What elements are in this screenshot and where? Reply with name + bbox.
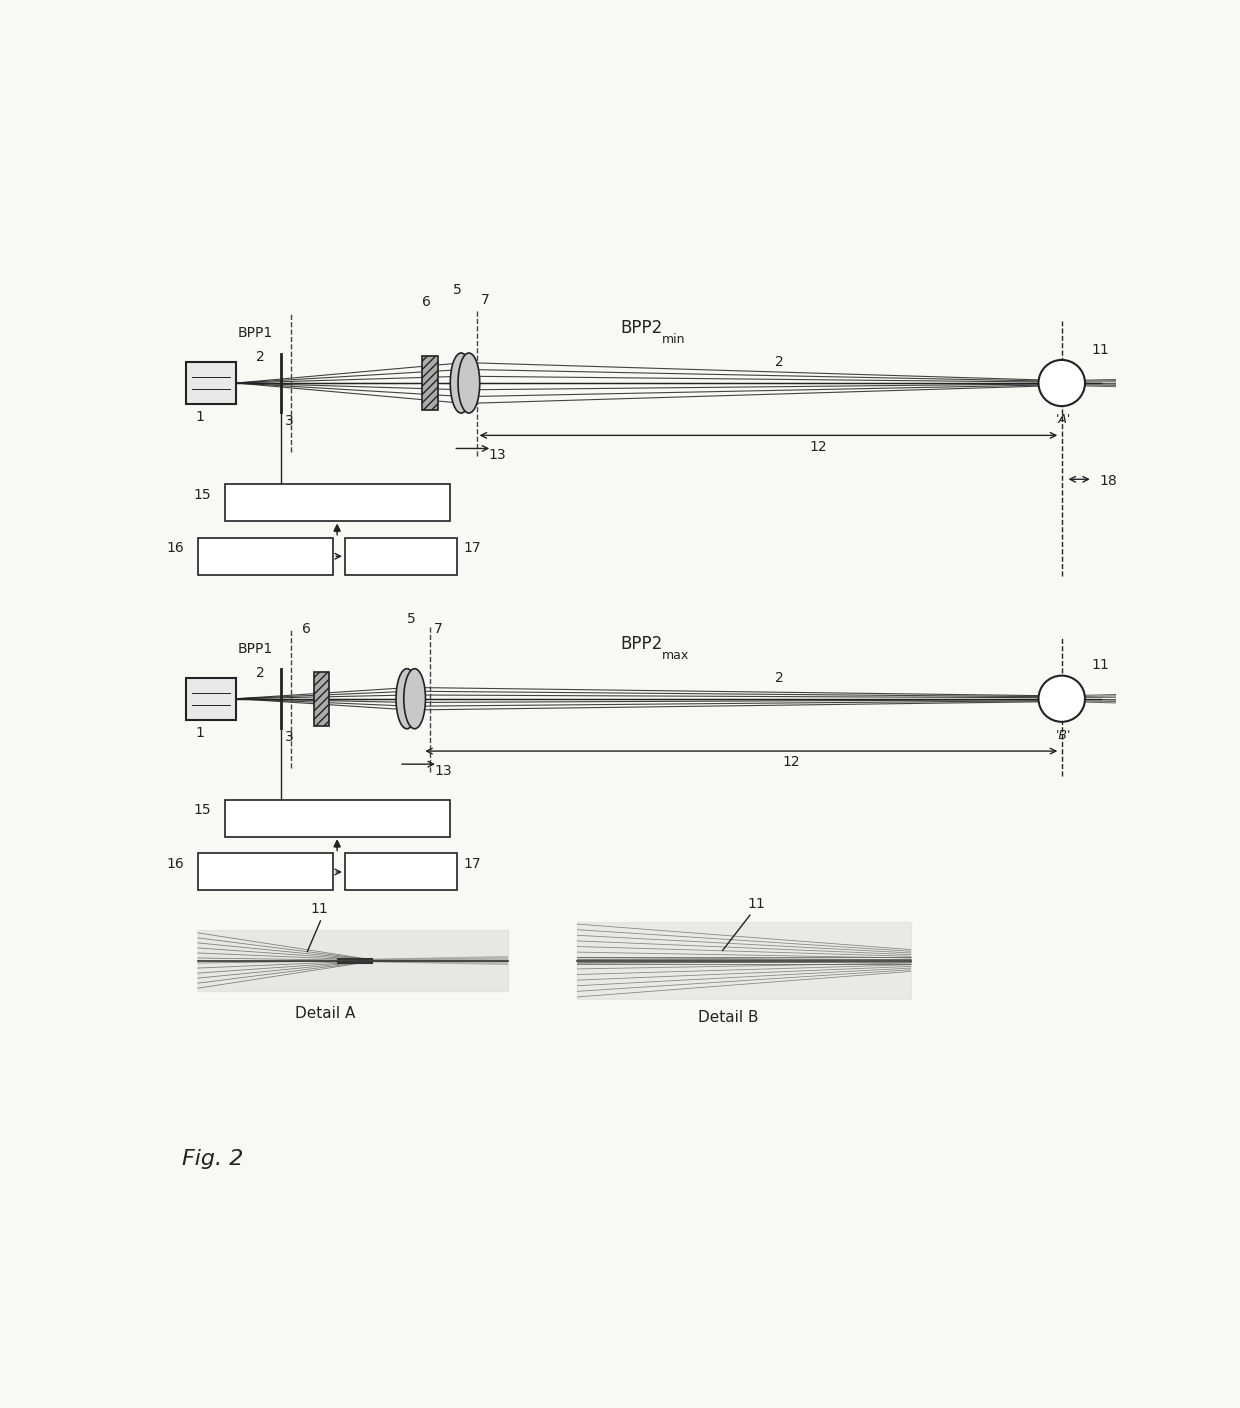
Text: 'B': 'B' xyxy=(1055,729,1071,742)
Bar xyxy=(186,362,237,404)
Text: BPP1: BPP1 xyxy=(238,325,273,339)
Text: BPP2: BPP2 xyxy=(620,635,662,653)
Text: 6: 6 xyxy=(303,622,311,636)
Text: 1: 1 xyxy=(196,410,205,424)
Text: 17: 17 xyxy=(464,542,481,555)
Text: 13: 13 xyxy=(434,765,451,779)
Text: 2: 2 xyxy=(775,670,784,684)
Text: Detail A: Detail A xyxy=(295,1007,356,1021)
Bar xyxy=(224,800,449,836)
Text: 15: 15 xyxy=(193,487,211,501)
Text: 11: 11 xyxy=(748,897,765,911)
Bar xyxy=(345,538,458,574)
Bar xyxy=(423,356,438,410)
Text: Detail B: Detail B xyxy=(698,1010,759,1025)
Ellipse shape xyxy=(458,353,480,413)
Bar xyxy=(314,672,330,725)
Text: min: min xyxy=(662,332,686,346)
Text: 3: 3 xyxy=(285,731,294,743)
Text: 2: 2 xyxy=(775,355,784,369)
Circle shape xyxy=(1039,676,1085,722)
Text: BPP2: BPP2 xyxy=(620,320,662,337)
Text: 5: 5 xyxy=(454,283,463,297)
Text: 1: 1 xyxy=(196,727,205,739)
Text: 13: 13 xyxy=(489,448,506,462)
Text: 5: 5 xyxy=(407,612,415,627)
Text: 2: 2 xyxy=(255,666,264,680)
Text: 'A': 'A' xyxy=(1055,413,1071,427)
Text: 12: 12 xyxy=(810,439,827,453)
Bar xyxy=(197,853,334,890)
Bar xyxy=(197,538,334,574)
Text: 11: 11 xyxy=(310,901,327,915)
Text: max: max xyxy=(662,649,689,662)
Text: 17: 17 xyxy=(464,857,481,872)
Text: 16: 16 xyxy=(166,542,185,555)
Text: 11: 11 xyxy=(1091,659,1109,673)
Text: 18: 18 xyxy=(1099,474,1117,489)
Ellipse shape xyxy=(404,669,425,729)
Circle shape xyxy=(1039,360,1085,406)
Text: 15: 15 xyxy=(193,803,211,817)
Text: 2: 2 xyxy=(255,351,264,365)
Text: 6: 6 xyxy=(423,296,432,308)
Bar xyxy=(345,853,458,890)
Text: Fig. 2: Fig. 2 xyxy=(182,1149,243,1169)
Ellipse shape xyxy=(450,353,472,413)
Text: 12: 12 xyxy=(782,756,800,770)
Ellipse shape xyxy=(396,669,418,729)
Bar xyxy=(224,484,449,521)
Text: 7: 7 xyxy=(481,293,490,307)
Bar xyxy=(186,677,237,719)
Text: 16: 16 xyxy=(166,857,185,872)
Text: 11: 11 xyxy=(1091,342,1109,356)
Text: 7: 7 xyxy=(434,622,443,636)
Text: 3: 3 xyxy=(285,414,294,428)
Text: BPP1: BPP1 xyxy=(238,642,273,656)
